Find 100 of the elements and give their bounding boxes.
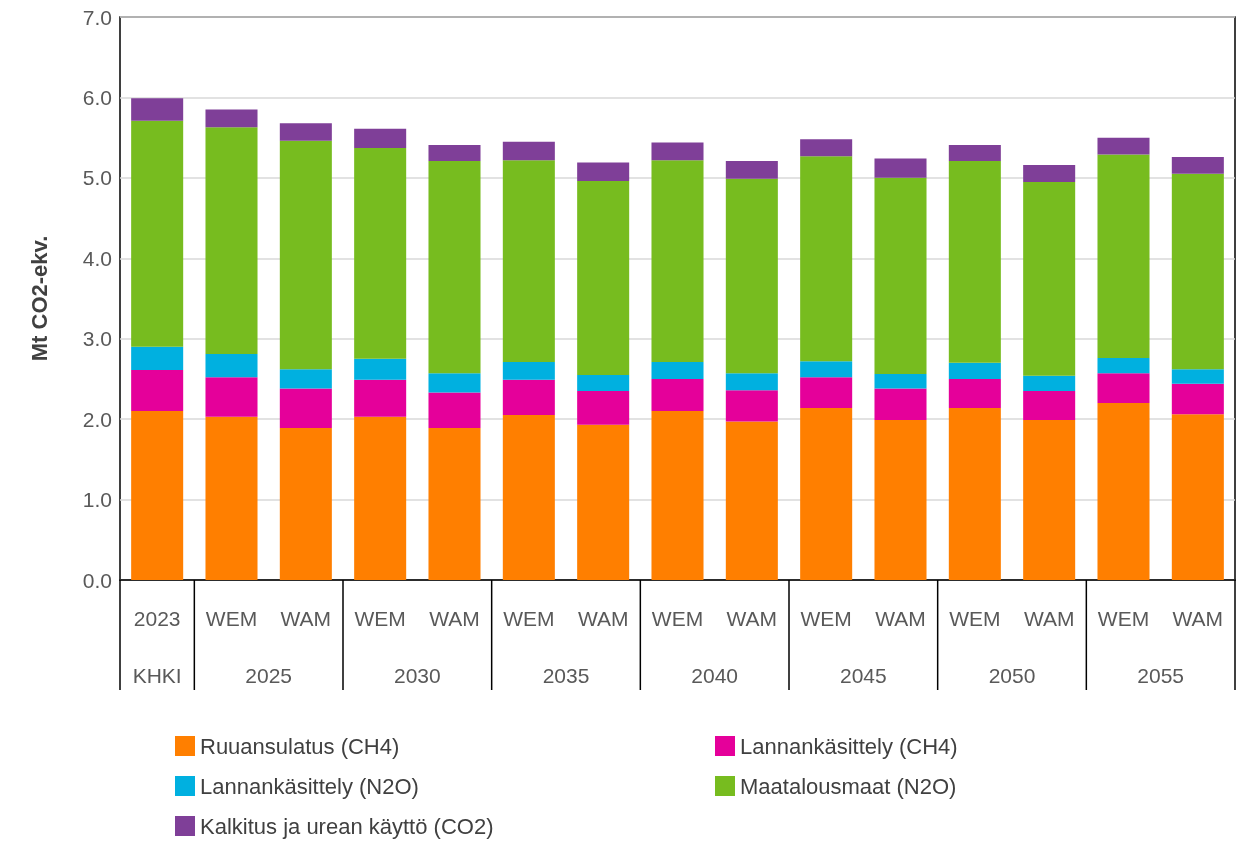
bar <box>800 361 853 378</box>
bar <box>948 407 1001 580</box>
x-tick-label: WEM <box>503 607 555 630</box>
bar <box>1023 375 1076 391</box>
x-tick-label: WAM <box>1172 607 1224 630</box>
bar <box>1097 137 1150 155</box>
x-tick-label: WAM <box>726 607 778 630</box>
bar <box>577 374 630 391</box>
bar <box>279 140 332 370</box>
bar <box>1023 164 1076 182</box>
bar <box>205 377 258 417</box>
bar <box>1171 414 1224 580</box>
text: 2045 <box>839 663 887 687</box>
legend-label: Lannankäsittely (N2O) <box>200 773 419 799</box>
bar <box>428 392 481 428</box>
text: 2025 <box>245 663 293 687</box>
bar <box>354 358 407 380</box>
x-tick-label: WEM <box>205 607 258 630</box>
bar <box>651 411 704 580</box>
bar <box>279 123 332 141</box>
y-tick-label: 2.0 <box>82 407 112 431</box>
bar <box>725 373 778 391</box>
legend-label: Ruuansulatus (CH4) <box>200 733 400 759</box>
bar <box>1023 181 1076 376</box>
bar <box>205 354 258 378</box>
bar <box>800 407 853 580</box>
bar <box>651 378 704 412</box>
bar <box>1097 403 1150 580</box>
text: 2030 <box>393 663 441 687</box>
bar <box>1171 383 1224 415</box>
bar <box>428 373 481 393</box>
bar <box>428 160 481 374</box>
bar <box>205 416 258 580</box>
bar <box>874 374 927 389</box>
bar <box>205 109 258 128</box>
bar <box>725 160 778 179</box>
bar <box>131 346 184 371</box>
y-tick-label: 5.0 <box>82 166 112 190</box>
bar <box>502 141 555 161</box>
bar <box>354 128 407 149</box>
text: 2035 <box>542 663 590 687</box>
bar <box>1171 173 1224 370</box>
bar <box>948 144 1001 161</box>
x-tick-label: WAM <box>429 607 480 630</box>
text: 2040 <box>691 663 739 687</box>
y-tick-label: 0.0 <box>82 568 112 592</box>
bar <box>502 415 555 580</box>
legend-label: Lannankäsittely (CH4) <box>740 733 958 759</box>
bar <box>1097 358 1150 374</box>
x-tick-label: WEM <box>354 607 406 630</box>
x-tick-label: WEM <box>949 607 1001 630</box>
bar <box>131 120 184 347</box>
bar <box>651 160 704 363</box>
bar <box>354 416 407 580</box>
y-tick-label: 4.0 <box>82 246 112 270</box>
bar <box>800 377 853 408</box>
bar <box>354 148 407 359</box>
legend-label: Maatalousmaat (N2O) <box>740 773 957 799</box>
bar <box>874 388 927 420</box>
bar <box>948 160 1001 363</box>
x-tick-label: 2023 <box>133 607 181 630</box>
bar <box>131 98 184 121</box>
y-tick-label: 1.0 <box>82 488 112 512</box>
x-tick-label: WEM <box>651 607 704 630</box>
x-tick-label: WAM <box>577 607 629 630</box>
bar <box>577 181 630 375</box>
bar <box>1171 369 1224 384</box>
bar <box>354 379 407 417</box>
bar <box>1097 154 1150 359</box>
bar <box>502 362 555 380</box>
bar <box>131 411 184 580</box>
bar <box>279 388 332 428</box>
bar <box>428 427 481 580</box>
legend-label: Kalkitus ja urean käyttö (CO2) <box>200 813 494 839</box>
x-tick-label: WEM <box>800 607 852 630</box>
y-axis-title: Mt CO2-ekv. <box>26 235 52 362</box>
text: KHKI <box>132 663 182 687</box>
bar <box>874 419 927 580</box>
x-tick-label: WEM <box>1097 607 1150 630</box>
bar <box>205 127 258 354</box>
bar <box>874 158 927 178</box>
bar <box>502 160 555 363</box>
x-tick-label: WAM <box>1023 607 1075 630</box>
bar <box>651 362 704 379</box>
y-tick-label: 3.0 <box>82 327 112 351</box>
x-tick-label: WAM <box>280 607 332 630</box>
bar <box>948 378 1001 408</box>
bar <box>1097 373 1150 404</box>
bar <box>131 370 184 412</box>
bar <box>651 142 704 161</box>
x-tick-label: WAM <box>875 607 926 630</box>
bar <box>874 177 927 375</box>
bar <box>1023 419 1076 580</box>
bar <box>577 390 630 425</box>
bar <box>725 390 778 422</box>
bar <box>577 424 630 580</box>
bar <box>1023 390 1076 420</box>
bar <box>428 144 481 161</box>
bar <box>800 156 853 362</box>
bar <box>279 427 332 580</box>
